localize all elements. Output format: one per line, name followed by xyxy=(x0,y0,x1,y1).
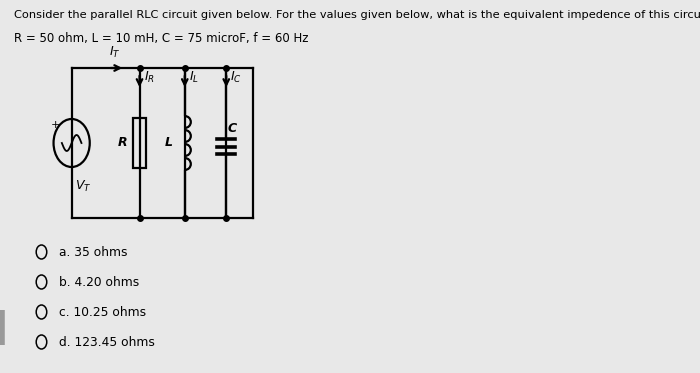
Text: $I_C$: $I_C$ xyxy=(230,70,241,85)
Text: d. 123.45 ohms: d. 123.45 ohms xyxy=(59,335,155,348)
Bar xyxy=(134,118,146,168)
Text: L: L xyxy=(164,137,173,150)
Text: $I_T$: $I_T$ xyxy=(108,45,120,60)
Text: a. 35 ohms: a. 35 ohms xyxy=(59,245,127,258)
Text: R: R xyxy=(118,137,127,150)
Text: $I_R$: $I_R$ xyxy=(144,70,155,85)
Text: Consider the parallel RLC circuit given below. For the values given below, what : Consider the parallel RLC circuit given … xyxy=(13,10,700,20)
Text: C: C xyxy=(228,122,237,135)
Text: $I_L$: $I_L$ xyxy=(188,70,199,85)
Text: b. 4.20 ohms: b. 4.20 ohms xyxy=(59,276,139,288)
Text: +: + xyxy=(50,120,60,130)
Text: R = 50 ohm, L = 10 mH, C = 75 microF, f = 60 Hz: R = 50 ohm, L = 10 mH, C = 75 microF, f … xyxy=(13,32,308,45)
Text: $V_T$: $V_T$ xyxy=(75,179,91,194)
Text: c. 10.25 ohms: c. 10.25 ohms xyxy=(59,305,146,319)
